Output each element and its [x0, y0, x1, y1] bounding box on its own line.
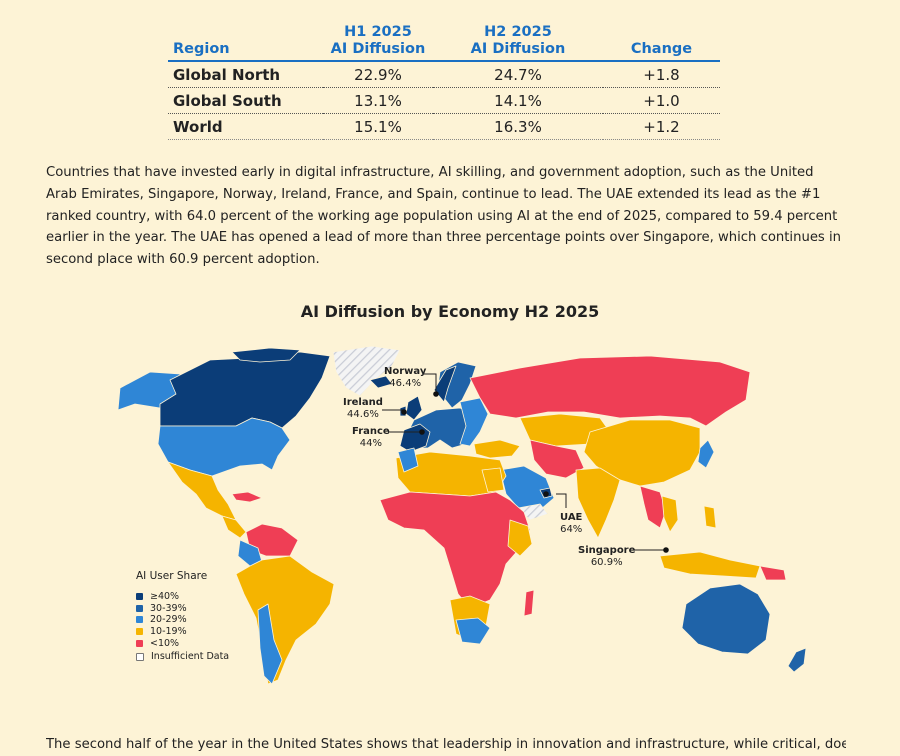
header-h1: H1 2025 AI Diffusion: [323, 24, 433, 62]
sub-saharan-africa-region: [379, 491, 531, 609]
saudi-region: [499, 465, 555, 511]
legend-item: 20-29%: [136, 614, 229, 626]
russia-region: [469, 355, 751, 427]
row-region: Global North: [168, 61, 323, 88]
header-h1-line2: AI Diffusion: [330, 41, 426, 57]
callout-france-name: France: [352, 426, 390, 437]
header-h2-line1: H2 2025: [484, 24, 552, 40]
caribbean-region: [231, 491, 263, 503]
france-marker: [419, 429, 425, 435]
legend-item: 30-39%: [136, 603, 229, 615]
australia-region: [681, 583, 771, 655]
row-h2: 14.1%: [433, 87, 603, 114]
se-asia-region: [639, 485, 667, 529]
legend-swatch: [136, 616, 143, 624]
legend-item: 10-19%: [136, 626, 229, 638]
legend-item: <10%: [136, 637, 229, 649]
legend-swatch: [136, 628, 143, 636]
legend-item: Insufficient Data: [136, 651, 229, 663]
legend-swatch: [136, 604, 143, 612]
callout-norway-value: 46.4%: [389, 378, 422, 389]
callout-ireland-name: Ireland: [343, 397, 383, 408]
row-h1: 22.9%: [323, 61, 433, 88]
south-africa-region: [455, 617, 491, 645]
india-region: [575, 467, 621, 539]
callout-france: France 44%: [352, 426, 390, 450]
norway-region: [433, 365, 457, 403]
callout-france-value: 44%: [359, 438, 382, 449]
canada-islands: [231, 347, 301, 363]
uk-region: [405, 395, 423, 421]
row-h1: 15.1%: [323, 113, 433, 140]
callout-ireland: Ireland 44.6%: [343, 397, 383, 421]
row-change: +1.2: [603, 113, 720, 140]
row-h1: 13.1%: [323, 87, 433, 114]
row-region: Global South: [168, 87, 323, 114]
iceland-region: [369, 375, 393, 389]
region-diffusion-table: Region H1 2025 AI Diffusion H2 2025 AI Dif…: [168, 24, 720, 140]
callout-singapore-name: Singapore: [578, 545, 636, 556]
header-change: Change: [603, 24, 720, 62]
header-h1-line1: H1 2025: [344, 24, 412, 40]
callout-singapore: Singapore 60.9%: [578, 545, 635, 569]
indochina-region: [661, 495, 679, 533]
yemen-region: [517, 503, 549, 521]
legend-title: AI User Share: [136, 570, 208, 582]
egypt-region: [481, 467, 505, 493]
callout-uae: UAE 64%: [560, 512, 582, 536]
row-change: +1.0: [603, 87, 720, 114]
header-h2: H2 2025 AI Diffusion: [433, 24, 603, 62]
table-row: Global South 13.1% 14.1% +1.0: [168, 87, 720, 114]
callout-norway: Norway 46.4%: [384, 366, 426, 390]
row-h2: 24.7%: [433, 61, 603, 88]
philippines-region: [703, 505, 717, 529]
turkey-region: [473, 439, 521, 459]
china-region: [583, 419, 701, 487]
chile-argentina-region: [257, 603, 283, 685]
legend-label: 10-19%: [150, 626, 187, 638]
south-america-region: [235, 555, 335, 685]
legend-item: ≥40%: [136, 591, 229, 603]
central-america-region: [221, 515, 247, 539]
japan-region: [697, 439, 715, 469]
header-region: Region: [168, 24, 323, 62]
iran-region: [529, 439, 585, 479]
east-africa-region: [507, 519, 533, 557]
map-legend: AI User Share ≥40% 30-39% 20-29% 10-19% …: [136, 570, 229, 663]
legend-swatch: [136, 652, 144, 661]
intro-paragraph: Countries that have invested early in di…: [46, 165, 842, 268]
legend-label: Insufficient Data: [151, 651, 230, 663]
table-row: World 15.1% 16.3% +1.2: [168, 113, 720, 140]
callout-norway-name: Norway: [384, 366, 427, 377]
header-h2-line2: AI Diffusion: [470, 41, 566, 57]
legend-label: <10%: [150, 637, 180, 649]
table-row: Global North 22.9% 24.7% +1.8: [168, 61, 720, 88]
legend-label: 30-39%: [150, 602, 187, 614]
canada-region: [159, 351, 331, 429]
map-title: AI Diffusion by Economy H2 2025: [300, 302, 600, 321]
callout-uae-value: 64%: [560, 524, 583, 535]
new-zealand-region: [787, 647, 807, 673]
legend-swatch: [136, 593, 143, 601]
row-region: World: [168, 113, 323, 140]
legend-label: ≥40%: [150, 591, 180, 603]
callout-uae-name: UAE: [560, 512, 583, 523]
row-h2: 16.3%: [433, 113, 603, 140]
legend-swatch: [136, 639, 143, 647]
norway-marker: [433, 391, 439, 397]
legend-label: 20-29%: [150, 614, 187, 626]
indonesia-region: [659, 551, 761, 579]
png-region: [759, 565, 787, 581]
world-map: [117, 345, 807, 685]
callout-singapore-value: 60.9%: [590, 557, 623, 568]
madagascar-region: [523, 589, 535, 617]
ireland-marker: [401, 409, 407, 415]
row-change: +1.8: [603, 61, 720, 88]
callout-ireland-value: 44.6%: [347, 409, 379, 420]
singapore-marker: [663, 547, 669, 553]
uae-marker: [543, 491, 549, 497]
morocco-region: [397, 447, 419, 473]
